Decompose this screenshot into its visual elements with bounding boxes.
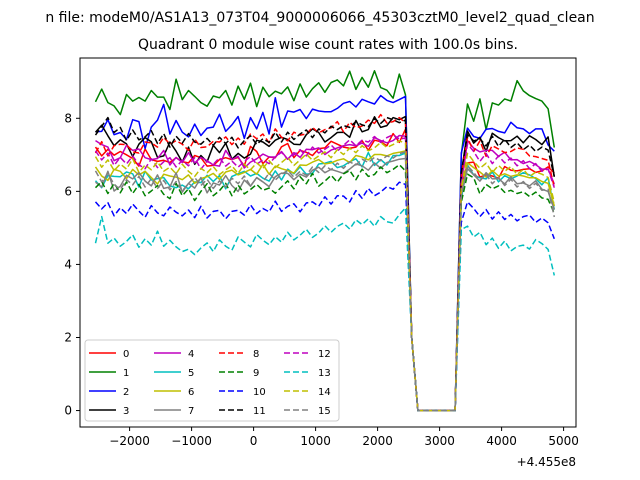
- chart-title: Quadrant 0 module wise count rates with …: [138, 37, 518, 53]
- legend-label-6: 6: [188, 387, 194, 398]
- series-line-6: [94, 150, 556, 412]
- series-line-3: [94, 115, 556, 412]
- legend-label-12: 12: [318, 349, 331, 360]
- chart-suptitle: n file: modeM0/AS1A13_073T04_9000006066_…: [45, 10, 594, 26]
- y-tick-label: 4: [64, 257, 72, 271]
- legend-label-9: 9: [253, 368, 259, 379]
- x-tick-label: −2000: [109, 434, 150, 448]
- legend-label-2: 2: [123, 387, 129, 398]
- legend-label-4: 4: [188, 349, 194, 360]
- x-tick-label: 3000: [424, 434, 455, 448]
- legend-box: [84, 339, 340, 422]
- x-tick-label: 0: [250, 434, 258, 448]
- series-line-14: [94, 140, 556, 412]
- legend-label-14: 14: [318, 387, 331, 398]
- y-tick-label: 2: [64, 330, 72, 344]
- x-offset-label: +4.455e8: [517, 455, 576, 469]
- series-line-12: [94, 133, 556, 412]
- legend-label-8: 8: [253, 349, 259, 360]
- series-line-13: [94, 207, 556, 412]
- x-axis: −2000 −1000 0 1000 2000 3000 4000 5000: [109, 427, 579, 448]
- legend-label-11: 11: [253, 406, 266, 417]
- plot-frame: [79, 57, 577, 428]
- x-tick-label: 1000: [300, 434, 331, 448]
- series-line-11: [94, 116, 556, 412]
- series-line-10: [94, 181, 555, 412]
- legend-label-0: 0: [123, 349, 129, 360]
- series-line-9: [94, 163, 555, 412]
- legend-label-13: 13: [318, 368, 331, 379]
- x-tick-label: 4000: [486, 434, 517, 448]
- legend-label-1: 1: [123, 368, 129, 379]
- series-line-1: [94, 70, 556, 412]
- y-tick-label: 6: [64, 184, 72, 198]
- y-axis: 0 2 4 6 8: [64, 111, 80, 418]
- x-tick-label: 2000: [362, 434, 393, 448]
- x-tick-label: 5000: [548, 434, 579, 448]
- y-tick-label: 0: [64, 404, 72, 418]
- x-tick-label: −1000: [171, 434, 212, 448]
- series-line-15: [94, 151, 556, 412]
- legend-label-15: 15: [318, 406, 331, 417]
- legend-label-7: 7: [188, 406, 194, 417]
- series-line-7: [95, 157, 556, 412]
- series-line-0: [94, 128, 555, 412]
- legend-label-10: 10: [253, 387, 266, 398]
- legend-label-5: 5: [188, 368, 194, 379]
- series-line-2: [95, 94, 555, 412]
- series-layer: [94, 70, 556, 412]
- legend-label-3: 3: [123, 406, 129, 417]
- y-tick-label: 8: [64, 111, 72, 125]
- series-line-4: [95, 134, 555, 412]
